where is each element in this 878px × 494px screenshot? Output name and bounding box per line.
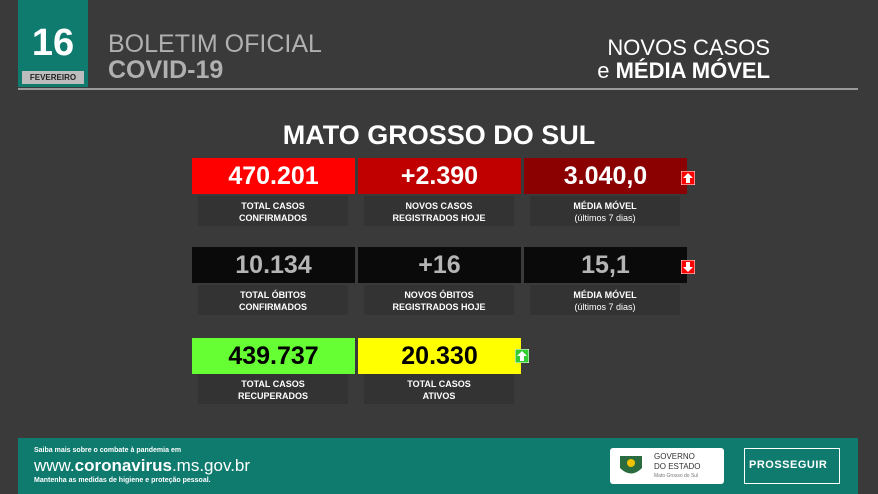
card: +16 [358,247,521,283]
card-label: TOTAL CASOS CONFIRMADOS [198,196,348,226]
date-box: 16 FEVEREIRO [18,0,88,87]
card: 439.737 [192,338,355,374]
month: FEVEREIRO [22,71,84,84]
region: MATO GROSSO DO SUL [282,120,596,150]
url-part: .ms.gov.br [171,456,251,475]
label-line: (últimos 7 dias) [574,302,636,312]
card: 10.134 [192,247,355,283]
url-part: coronavirus [74,456,172,475]
coat-of-arms [620,456,642,474]
right-prefix: e [597,58,610,83]
label-line: TOTAL ÓBITOS [240,290,306,300]
card: +2.390 [358,158,521,194]
footer-url: www.coronavirus.ms.gov.br [34,456,250,476]
trend-up-icon [681,171,695,185]
gov-line: DO ESTADO [654,462,701,471]
day: 16 [31,22,75,64]
card: 15,1 [524,247,687,283]
label-line: NOVOS CASOS [405,201,473,211]
label-line: TOTAL CASOS [241,379,305,389]
right-emph: MÉDIA MÓVEL [615,58,770,83]
label-line: MÉDIA MÓVEL [573,201,637,211]
label-line: REGISTRADOS HOJE [392,213,486,223]
footer: Saiba mais sobre o combate à pandemia em… [18,438,858,494]
card-label: NOVOS CASOS REGISTRADOS HOJE [364,196,514,226]
trend-down-icon [681,260,695,274]
footer-note: Saiba mais sobre o combate à pandemia em [34,447,182,454]
label-line: TOTAL CASOS [407,379,471,389]
header-rule [18,88,858,90]
gov-line: GOVERNO [654,452,695,461]
url-part: www. [34,456,75,475]
label-line: MÉDIA MÓVEL [573,290,637,300]
card-label: TOTAL ÓBITOS CONFIRMADOS [198,285,348,315]
card-label: TOTAL CASOS ATIVOS [364,374,514,404]
label-line: CONFIRMADOS [239,213,307,223]
card: 3.040,0 [524,158,687,194]
gov-line: Mato Grosso do Sul [654,473,699,479]
right-line2: e MÉDIA MÓVEL [597,58,770,84]
right-line1: NOVOS CASOS [607,35,770,60]
card-label: MÉDIA MÓVEL (últimos 7 dias) [530,196,680,226]
subtitle: COVID-19 [108,56,224,84]
title: BOLETIM OFICIAL [108,30,322,58]
label-line: RECUPERADOS [237,391,308,401]
label-line: CONFIRMADOS [239,302,307,312]
card-label: NOVOS ÓBITOS REGISTRADOS HOJE [364,285,514,315]
label-line: NOVOS ÓBITOS [404,290,474,300]
footer-advice: Mantenha as medidas de higiene e proteçã… [34,477,211,484]
card-label: TOTAL CASOS RECUPERADOS [198,374,348,404]
label-line: REGISTRADOS HOJE [392,302,486,312]
card: 470.201 [192,158,355,194]
brand-logo: PROSSEGUIR [744,448,840,484]
label-line: ATIVOS [422,391,456,401]
trend-up-icon [515,349,529,363]
label-line: (últimos 7 dias) [574,213,636,223]
label-line: TOTAL CASOS [241,201,305,211]
brand: PROSSEGUIR [749,459,828,471]
card-label: MÉDIA MÓVEL (últimos 7 dias) [530,285,680,315]
card: 20.330 [358,338,521,374]
gov-logo: GOVERNO DO ESTADO Mato Grosso do Sul [610,448,724,484]
